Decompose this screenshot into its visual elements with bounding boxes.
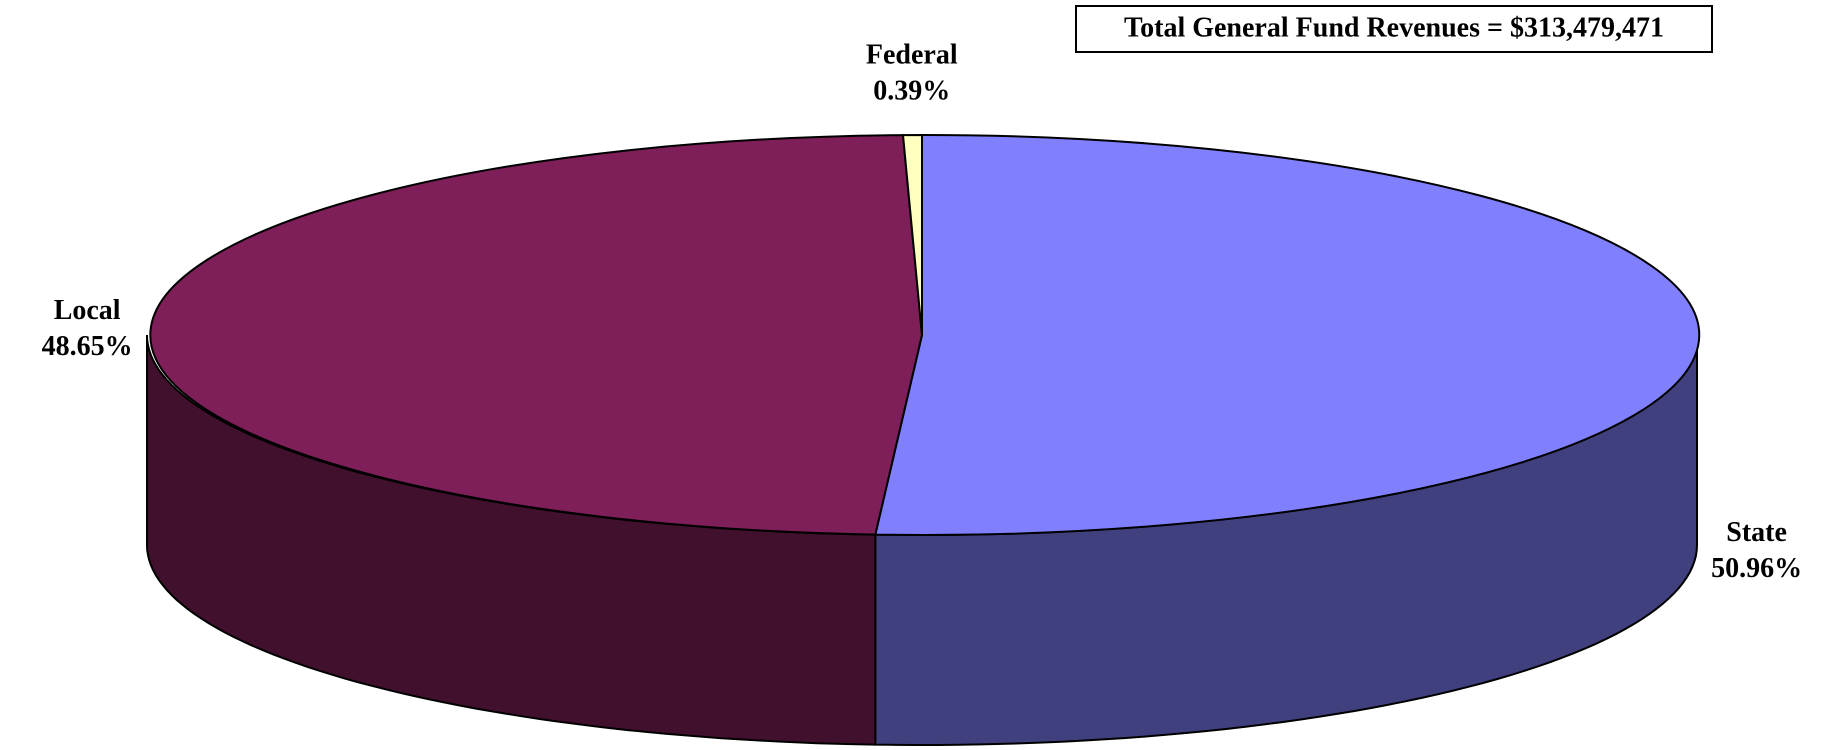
slice	[149, 134, 924, 536]
annotation-box	[1075, 5, 1713, 53]
slice-label: State	[1726, 517, 1787, 548]
slice-value-label: 0.39%	[873, 75, 950, 106]
slice-label: Local	[54, 295, 121, 326]
slice	[874, 133, 1701, 536]
slice-value-label: 50.96%	[1711, 553, 1802, 584]
slice	[901, 133, 923, 336]
slice-label: Federal	[866, 39, 958, 70]
slice-value-label: 48.65%	[42, 331, 133, 362]
annotation: Total General Fund Revenues = $313,479,4…	[1124, 12, 1664, 43]
